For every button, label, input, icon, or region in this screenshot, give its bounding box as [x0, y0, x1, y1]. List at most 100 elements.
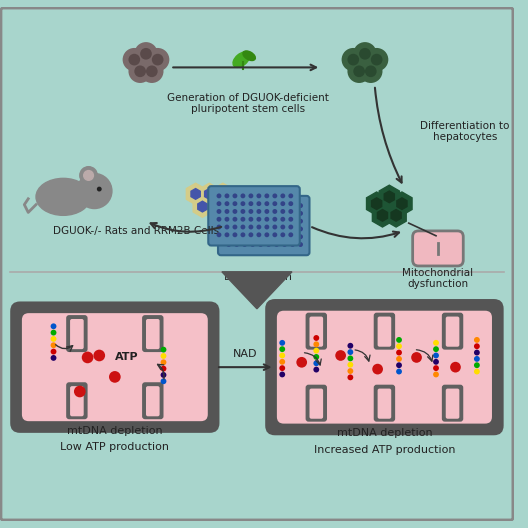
Circle shape — [216, 209, 221, 214]
FancyBboxPatch shape — [374, 313, 395, 350]
Circle shape — [257, 209, 261, 214]
Circle shape — [282, 219, 287, 224]
FancyBboxPatch shape — [442, 313, 463, 350]
Circle shape — [353, 42, 376, 65]
Circle shape — [257, 224, 261, 230]
Circle shape — [396, 337, 402, 343]
Circle shape — [140, 48, 152, 60]
Text: ATP: ATP — [115, 352, 138, 362]
Circle shape — [266, 219, 271, 224]
Circle shape — [265, 217, 269, 222]
Circle shape — [353, 65, 365, 77]
Circle shape — [280, 217, 285, 222]
Circle shape — [97, 186, 102, 192]
Circle shape — [290, 234, 295, 239]
Circle shape — [279, 353, 285, 359]
Circle shape — [224, 193, 229, 199]
Circle shape — [258, 219, 263, 224]
Text: Generation of DGUOK-deficient
pluripotent stem cells: Generation of DGUOK-deficient pluripoten… — [167, 93, 329, 114]
FancyBboxPatch shape — [208, 186, 300, 246]
Circle shape — [335, 350, 346, 361]
Text: mtDNA depletion: mtDNA depletion — [67, 426, 163, 436]
FancyBboxPatch shape — [265, 299, 504, 435]
Circle shape — [433, 353, 439, 359]
Circle shape — [93, 350, 105, 361]
Circle shape — [258, 203, 263, 208]
Circle shape — [266, 211, 271, 216]
Circle shape — [396, 350, 402, 355]
FancyBboxPatch shape — [446, 317, 459, 347]
Circle shape — [146, 48, 169, 71]
Text: Drug screen: Drug screen — [224, 272, 292, 282]
Circle shape — [314, 366, 319, 373]
Circle shape — [314, 360, 319, 366]
Circle shape — [359, 48, 371, 60]
FancyBboxPatch shape — [306, 385, 327, 422]
Circle shape — [296, 357, 307, 367]
Circle shape — [51, 355, 56, 361]
FancyBboxPatch shape — [374, 385, 395, 422]
Circle shape — [365, 48, 388, 71]
Circle shape — [279, 346, 285, 352]
FancyBboxPatch shape — [378, 389, 391, 419]
Circle shape — [272, 201, 277, 206]
Circle shape — [290, 211, 295, 216]
Circle shape — [216, 193, 221, 199]
Circle shape — [298, 211, 303, 216]
Circle shape — [234, 234, 239, 239]
Circle shape — [347, 368, 353, 374]
Circle shape — [227, 242, 231, 247]
Circle shape — [280, 201, 285, 206]
Circle shape — [265, 201, 269, 206]
Circle shape — [234, 242, 239, 247]
Circle shape — [250, 219, 255, 224]
Circle shape — [216, 232, 221, 237]
FancyBboxPatch shape — [446, 389, 459, 419]
Circle shape — [216, 224, 221, 230]
Circle shape — [51, 348, 56, 354]
Circle shape — [282, 242, 287, 247]
Circle shape — [298, 242, 303, 247]
Circle shape — [249, 201, 253, 206]
Circle shape — [152, 54, 164, 65]
Circle shape — [274, 227, 279, 231]
Circle shape — [314, 335, 319, 341]
Circle shape — [280, 232, 285, 237]
Circle shape — [227, 219, 231, 224]
Circle shape — [74, 385, 86, 398]
Circle shape — [161, 360, 166, 365]
Text: Increased ATP production: Increased ATP production — [314, 445, 455, 455]
Circle shape — [282, 211, 287, 216]
Circle shape — [298, 219, 303, 224]
Circle shape — [161, 372, 166, 378]
Circle shape — [433, 365, 439, 371]
Circle shape — [298, 234, 303, 239]
Text: DGUOK-/- Rats and RRM2B Cells: DGUOK-/- Rats and RRM2B Cells — [53, 226, 219, 236]
Circle shape — [474, 369, 480, 374]
Circle shape — [128, 54, 140, 65]
Circle shape — [232, 193, 238, 199]
Circle shape — [249, 193, 253, 199]
Circle shape — [347, 355, 353, 361]
Circle shape — [288, 224, 293, 230]
Circle shape — [140, 60, 164, 83]
Text: Low ATP production: Low ATP production — [60, 442, 169, 452]
FancyBboxPatch shape — [413, 231, 463, 266]
Circle shape — [227, 203, 231, 208]
Circle shape — [232, 201, 238, 206]
Circle shape — [433, 346, 439, 352]
Circle shape — [474, 350, 480, 355]
Text: mtDNA depletion: mtDNA depletion — [337, 429, 432, 438]
Circle shape — [347, 343, 353, 348]
Circle shape — [258, 227, 263, 231]
Circle shape — [250, 203, 255, 208]
Circle shape — [240, 224, 246, 230]
Circle shape — [242, 219, 247, 224]
FancyBboxPatch shape — [146, 386, 159, 416]
Circle shape — [51, 336, 56, 342]
Circle shape — [240, 193, 246, 199]
Ellipse shape — [36, 178, 90, 215]
Circle shape — [51, 329, 56, 335]
Circle shape — [82, 352, 93, 363]
Circle shape — [282, 203, 287, 208]
